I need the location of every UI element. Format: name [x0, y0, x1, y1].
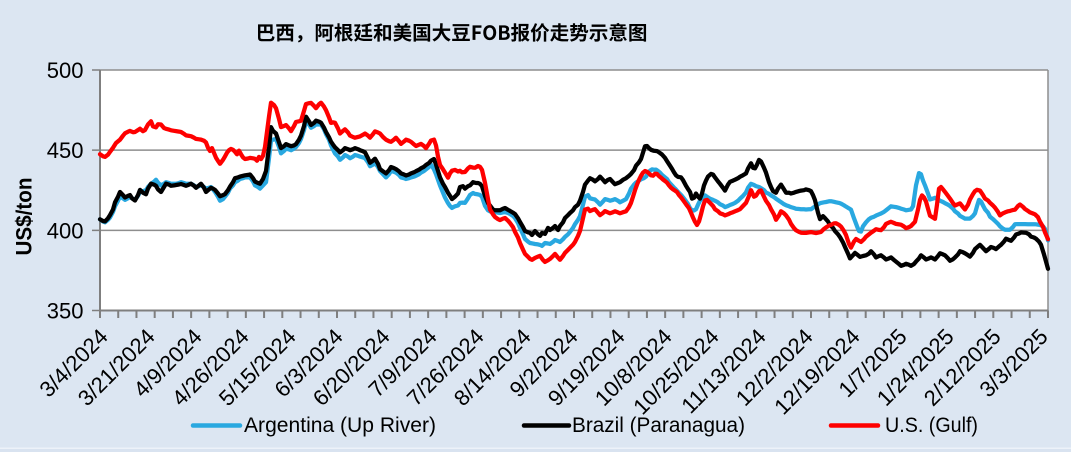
svg-text:Brazil (Paranagua): Brazil (Paranagua) [572, 414, 745, 437]
svg-text:500: 500 [47, 58, 84, 83]
svg-text:Argentina (Up River): Argentina (Up River) [244, 414, 436, 437]
svg-text:U.S. (Gulf): U.S. (Gulf) [885, 414, 978, 437]
svg-text:US$/ton: US$/ton [12, 178, 37, 256]
svg-text:350: 350 [47, 299, 84, 324]
svg-text:450: 450 [47, 138, 84, 163]
svg-text:400: 400 [47, 218, 84, 243]
